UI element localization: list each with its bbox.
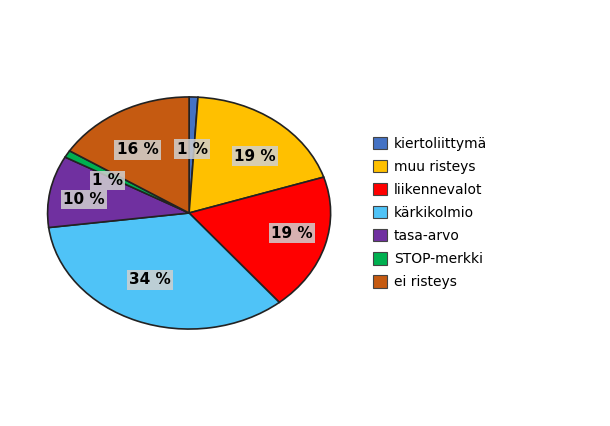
Text: 1 %: 1 % — [176, 142, 207, 157]
Text: 1 %: 1 % — [92, 173, 123, 188]
Text: 19 %: 19 % — [271, 226, 313, 241]
Text: 16 %: 16 % — [117, 142, 159, 158]
Wedge shape — [189, 177, 331, 302]
Wedge shape — [70, 97, 189, 213]
Wedge shape — [48, 157, 189, 227]
Wedge shape — [189, 97, 324, 213]
Text: 10 %: 10 % — [63, 192, 105, 207]
Wedge shape — [65, 151, 189, 213]
Wedge shape — [49, 213, 279, 329]
Legend: kiertoliittymä, muu risteys, liikennevalot, kärkikolmio, tasa-arvo, STOP-merkki,: kiertoliittymä, muu risteys, liikenneval… — [373, 137, 487, 289]
Text: 19 %: 19 % — [234, 149, 276, 164]
Text: 34 %: 34 % — [129, 272, 171, 288]
Wedge shape — [189, 97, 198, 213]
